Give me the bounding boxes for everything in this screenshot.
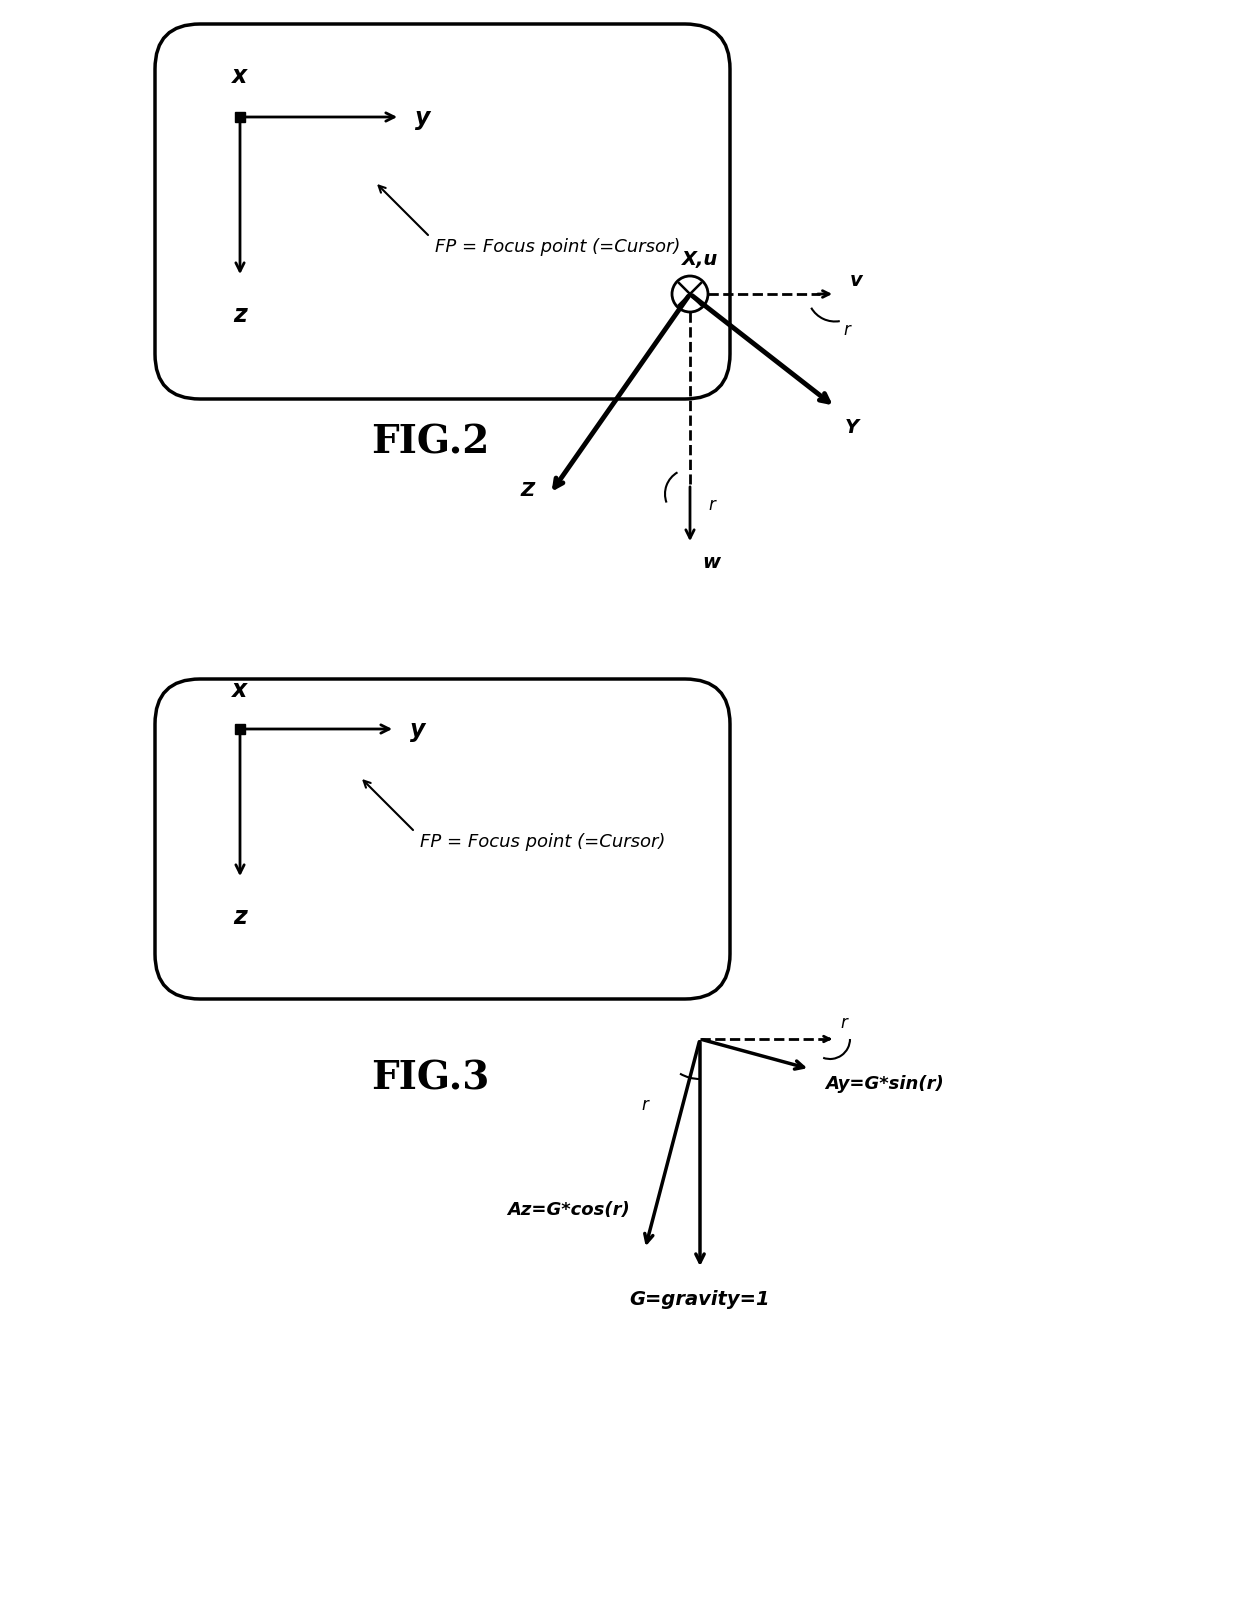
- Text: Z: Z: [521, 480, 534, 500]
- Text: X,u: X,u: [682, 249, 718, 268]
- Text: FIG.3: FIG.3: [371, 1059, 490, 1096]
- Text: Ay=G*sin(r): Ay=G*sin(r): [825, 1075, 944, 1093]
- Text: r: r: [641, 1096, 649, 1114]
- Text: y: y: [410, 718, 425, 741]
- Text: Y: Y: [844, 418, 859, 437]
- Text: r: r: [708, 495, 715, 514]
- Text: r: r: [843, 321, 849, 339]
- Text: FP = Focus point (=Cursor): FP = Focus point (=Cursor): [435, 238, 681, 256]
- Text: r: r: [839, 1014, 847, 1032]
- Text: x: x: [232, 678, 248, 702]
- Text: y: y: [415, 106, 430, 130]
- Text: FIG.2: FIG.2: [371, 424, 490, 461]
- Text: x: x: [232, 64, 248, 88]
- Text: z: z: [233, 302, 247, 326]
- Text: v: v: [849, 270, 863, 289]
- Text: G=gravity=1: G=gravity=1: [630, 1289, 770, 1308]
- Text: z: z: [233, 905, 247, 929]
- Text: Az=G*cos(r): Az=G*cos(r): [507, 1200, 630, 1218]
- Text: w: w: [702, 553, 720, 572]
- Text: FP = Focus point (=Cursor): FP = Focus point (=Cursor): [420, 832, 666, 850]
